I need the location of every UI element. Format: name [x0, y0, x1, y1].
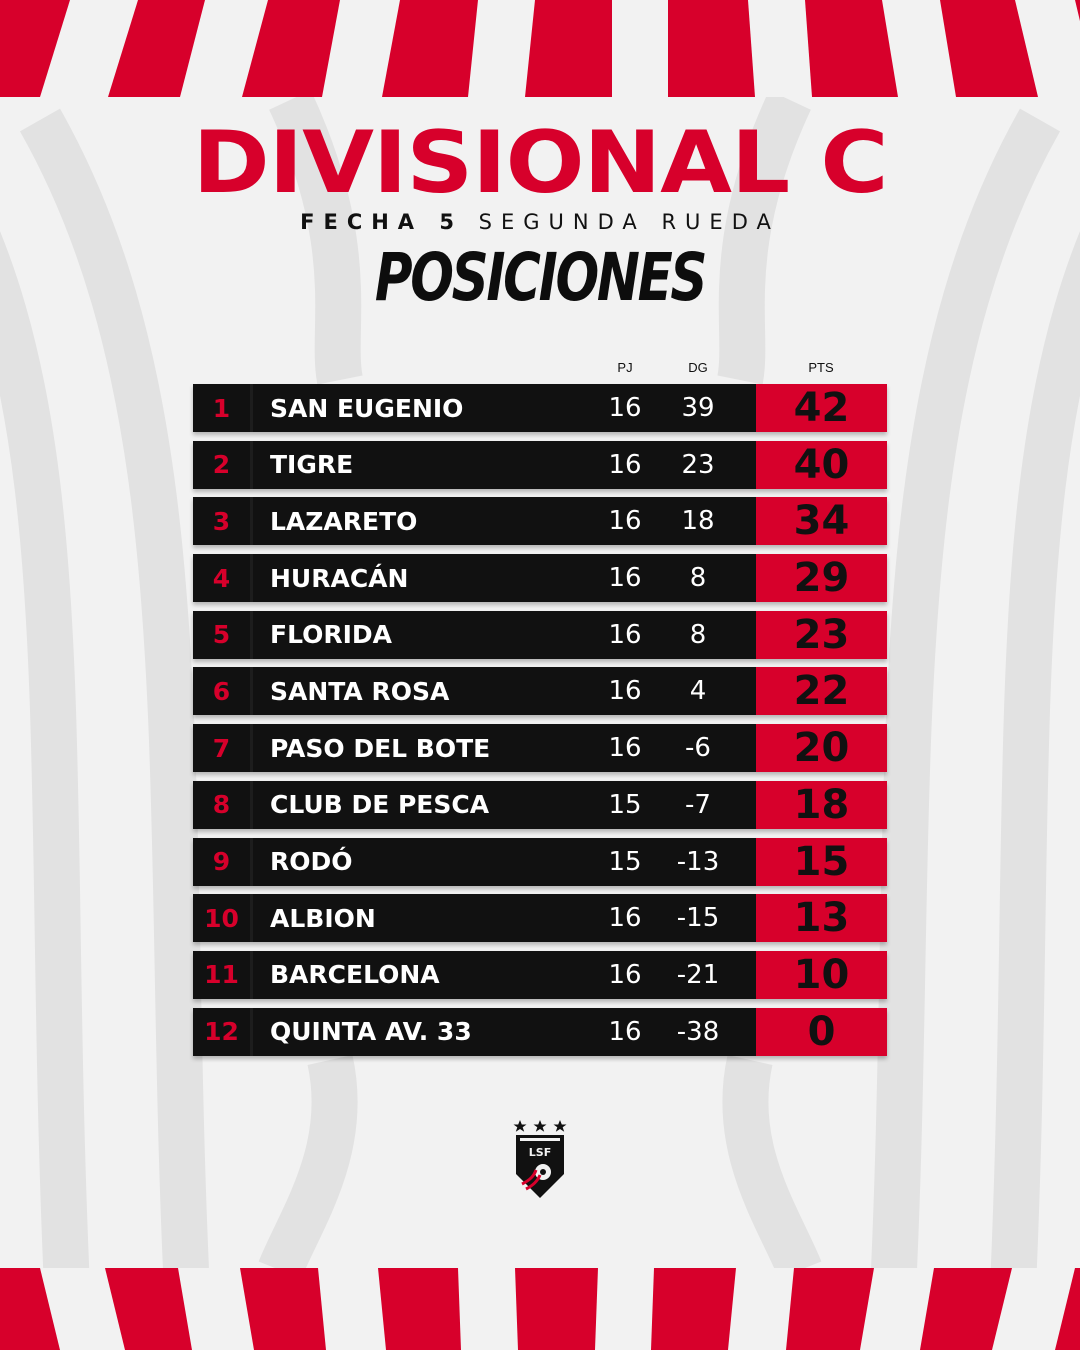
table-body: 1 SAN EUGENIO 16 39 42 2 TIGRE 16 23 40 3 LAZARETO 1… — [193, 384, 887, 1056]
header: DIVISIONAL C FECHA 5 SEGUNDA RUEDA POSIC… — [0, 120, 1080, 314]
goal-difference-cell: 39 — [681, 393, 715, 423]
league-shield-logo-icon: LSF — [513, 1120, 567, 1198]
played-cell: 15 — [608, 789, 642, 820]
table-row: 2 TIGRE 16 23 40 — [193, 440, 887, 489]
played-cell: 16 — [608, 676, 642, 707]
played-cell: 16 — [608, 619, 642, 650]
team-name-cell: QUINTA AV. 33 — [270, 1017, 472, 1047]
points-cell: 20 — [756, 724, 887, 773]
column-header-dg: DG — [688, 360, 708, 375]
points-cell: 15 — [756, 837, 887, 886]
goal-difference-cell: 4 — [689, 676, 707, 707]
table-row: 4 HURACÁN 16 8 29 — [193, 554, 887, 603]
team-name-cell: SANTA ROSA — [270, 676, 450, 706]
page-subtitle: FECHA 5 SEGUNDA RUEDA — [0, 210, 1080, 234]
table-row: 12 QUINTA AV. 33 16 -38 0 — [193, 1007, 887, 1056]
goal-difference-cell: -15 — [676, 903, 720, 934]
table-row: 8 CLUB DE PESCA 15 -7 18 — [193, 780, 887, 829]
team-name-cell: PASO DEL BOTE — [270, 733, 491, 763]
table-row: 3 LAZARETO 16 18 34 — [193, 497, 887, 546]
position-cell: 12 — [193, 1007, 253, 1056]
goal-difference-cell: -38 — [676, 1016, 720, 1047]
played-cell: 16 — [608, 733, 642, 764]
position-cell: 2 — [193, 440, 253, 489]
position-cell: 9 — [193, 837, 253, 886]
points-cell: 13 — [756, 894, 887, 943]
page-title: DIVISIONAL C — [192, 113, 889, 213]
table-row: 5 FLORIDA 16 8 23 — [193, 610, 887, 659]
table-row: 9 RODÓ 15 -13 15 — [193, 837, 887, 886]
goal-difference-cell: -7 — [685, 789, 711, 820]
goal-difference-cell: 8 — [689, 619, 707, 650]
points-cell: 29 — [756, 554, 887, 603]
points-cell: 22 — [756, 667, 887, 716]
team-name-cell: HURACÁN — [270, 563, 409, 593]
points-cell: 40 — [756, 440, 887, 489]
table-row: 6 SANTA ROSA 16 4 22 — [193, 667, 887, 716]
goal-difference-cell: -21 — [676, 959, 720, 990]
played-cell: 15 — [608, 846, 642, 877]
position-cell: 11 — [193, 950, 253, 999]
position-cell: 4 — [193, 554, 253, 603]
table-row: 1 SAN EUGENIO 16 39 42 — [193, 384, 887, 432]
table-header: PJ DG PTS — [193, 356, 887, 384]
position-cell: 8 — [193, 780, 253, 829]
position-cell: 1 — [193, 384, 253, 432]
standings-table: PJ DG PTS 1 SAN EUGENIO 16 39 42 2 TIGRE 16 23 40… — [193, 356, 887, 1064]
played-cell: 16 — [608, 959, 642, 990]
team-name-cell: ALBION — [270, 903, 376, 933]
position-cell: 3 — [193, 497, 253, 546]
team-name-cell: BARCELONA — [270, 960, 440, 990]
section-title: POSICIONES — [374, 239, 708, 316]
played-cell: 16 — [608, 393, 642, 423]
subtitle-rueda: SEGUNDA RUEDA — [478, 210, 780, 234]
team-name-cell: RODÓ — [270, 847, 353, 876]
goal-difference-cell: -13 — [676, 846, 720, 877]
logo-text: LSF — [529, 1146, 551, 1159]
points-cell: 42 — [756, 384, 887, 432]
points-cell: 18 — [756, 780, 887, 829]
played-cell: 16 — [608, 449, 642, 480]
column-header-pj: PJ — [617, 360, 633, 375]
points-cell: 34 — [756, 497, 887, 546]
position-cell: 7 — [193, 724, 253, 773]
team-name-cell: TIGRE — [270, 450, 354, 480]
column-header-pts: PTS — [808, 360, 834, 375]
position-cell: 6 — [193, 667, 253, 716]
subtitle-fecha: FECHA 5 — [300, 210, 463, 234]
table-row: 10 ALBION 16 -15 13 — [193, 894, 887, 943]
played-cell: 16 — [608, 506, 642, 537]
position-cell: 10 — [193, 894, 253, 943]
points-cell: 10 — [756, 950, 887, 999]
table-row: 11 BARCELONA 16 -21 10 — [193, 950, 887, 999]
points-cell: 23 — [756, 610, 887, 659]
position-cell: 5 — [193, 610, 253, 659]
goal-difference-cell: 8 — [689, 563, 707, 594]
played-cell: 16 — [608, 563, 642, 594]
goal-difference-cell: -6 — [685, 733, 711, 764]
team-name-cell: FLORIDA — [270, 620, 393, 650]
team-name-cell: LAZARETO — [270, 506, 418, 536]
played-cell: 16 — [608, 1016, 642, 1047]
team-name-cell: SAN EUGENIO — [270, 393, 464, 423]
played-cell: 16 — [608, 903, 642, 934]
team-name-cell: CLUB DE PESCA — [270, 790, 490, 820]
goal-difference-cell: 18 — [681, 506, 715, 537]
points-cell: 0 — [756, 1007, 887, 1056]
goal-difference-cell: 23 — [681, 449, 715, 480]
table-row: 7 PASO DEL BOTE 16 -6 20 — [193, 724, 887, 773]
